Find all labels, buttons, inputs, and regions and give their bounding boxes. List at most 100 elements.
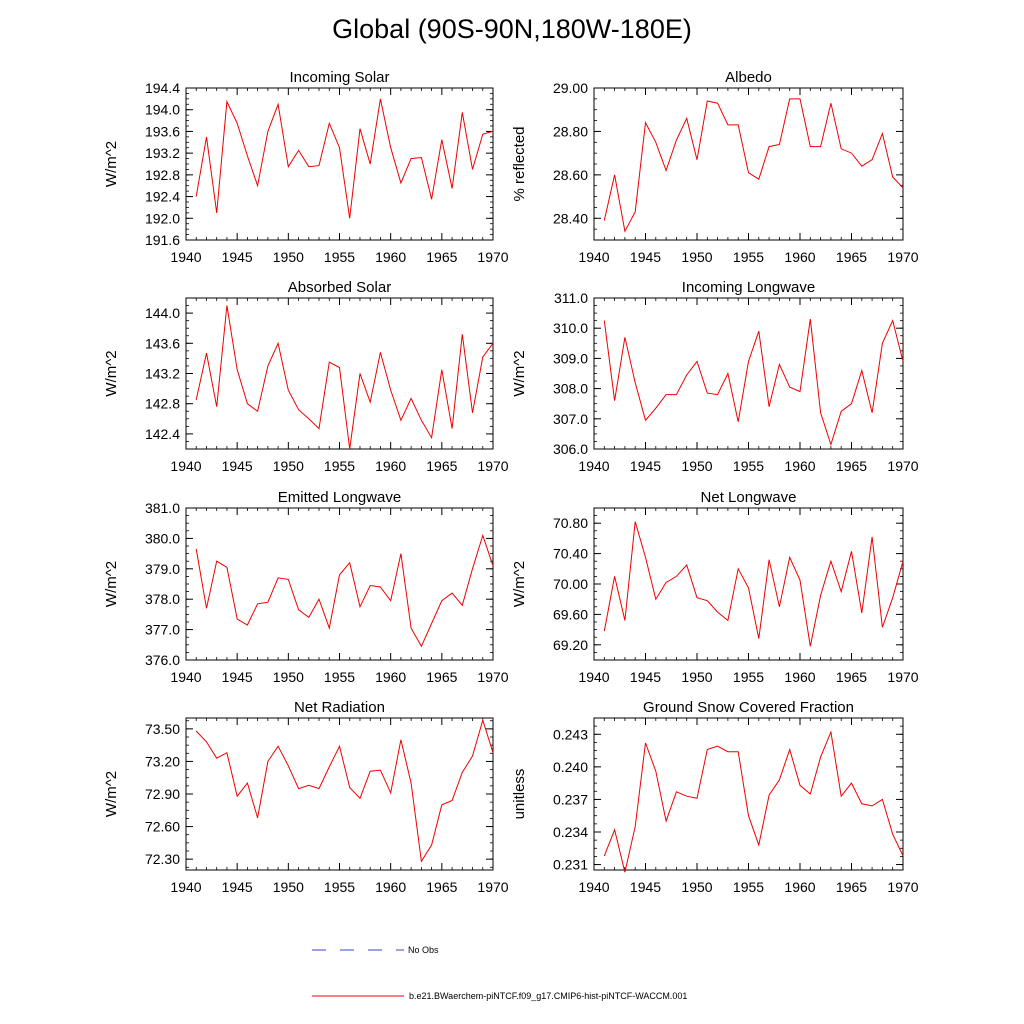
y-tick-label: 72.60	[145, 819, 180, 835]
x-tick-label: 1940	[578, 669, 609, 685]
x-tick-label: 1970	[477, 879, 508, 895]
panel-6: Net Longwave W/m^2 69.20 69.60 70.00 70.40 70.…	[511, 489, 919, 685]
y-tick-label: 0.243	[553, 726, 588, 742]
x-tick-label: 1945	[222, 249, 253, 265]
x-tick-label: 1960	[784, 879, 815, 895]
y-axis-label: % reflected	[511, 126, 528, 201]
y-tick-label: 70.80	[553, 515, 588, 531]
y-tick-label: 381.0	[145, 500, 180, 516]
panel-2: Albedo % reflected 28.40 28.60 28.80 29.00 194…	[511, 69, 919, 265]
legend-model-label: b.e21.BWaerchem-piNTCF.f09_g17.CMIP6-his…	[409, 991, 687, 1001]
y-tick-label: 142.8	[145, 396, 180, 412]
y-tick-label: 191.6	[145, 232, 180, 248]
y-tick-label: 142.4	[145, 426, 180, 442]
y-tick-label: 29.00	[553, 80, 588, 96]
y-tick-label: 0.234	[553, 824, 588, 840]
series-line	[603, 98, 904, 233]
x-tick-label: 1960	[375, 249, 406, 265]
x-tick-label: 1960	[375, 879, 406, 895]
x-tick-label: 1945	[630, 879, 661, 895]
series-line	[603, 521, 904, 647]
panel-title: Ground Snow Covered Fraction	[643, 699, 854, 716]
y-tick-label: 193.6	[145, 123, 180, 139]
panel-4: Incoming Longwave W/m^2 306.0 307.0 308.0 309…	[511, 279, 919, 474]
series-line	[195, 98, 494, 219]
y-tick-label: 69.60	[553, 606, 588, 622]
x-tick-label: 1945	[630, 669, 661, 685]
y-tick-label: 380.0	[145, 530, 180, 546]
x-tick-label: 1955	[733, 458, 764, 474]
x-tick-label: 1970	[887, 249, 918, 265]
panel-8: Ground Snow Covered Fraction unitless 0.23…	[511, 699, 919, 895]
panel-title: Net Longwave	[701, 489, 797, 506]
x-tick-label: 1955	[733, 249, 764, 265]
panel-5: Emitted Longwave W/m^2 376.0 377.0 378.0 379.…	[103, 489, 509, 685]
y-tick-label: 379.0	[145, 561, 180, 577]
plot-frame	[185, 297, 494, 450]
y-axis-label: W/m^2	[103, 141, 120, 187]
series-line	[195, 533, 494, 648]
series-line	[195, 718, 494, 863]
x-tick-label: 1950	[273, 669, 304, 685]
y-tick-label: 144.0	[145, 305, 180, 321]
x-tick-label: 1955	[733, 669, 764, 685]
y-tick-label: 309.0	[553, 350, 588, 366]
y-tick-label: 194.4	[145, 80, 180, 96]
y-tick-label: 194.0	[145, 102, 180, 118]
x-tick-label: 1960	[784, 249, 815, 265]
y-axis-label: W/m^2	[511, 350, 528, 396]
x-tick-label: 1965	[836, 669, 867, 685]
x-tick-label: 1955	[324, 879, 355, 895]
x-tick-label: 1950	[681, 458, 712, 474]
y-tick-label: 0.237	[553, 791, 588, 807]
y-tick-label: 70.00	[553, 576, 588, 592]
y-tick-label: 192.4	[145, 189, 180, 205]
x-tick-label: 1965	[836, 879, 867, 895]
x-tick-label: 1940	[170, 458, 201, 474]
y-tick-label: 306.0	[553, 441, 588, 457]
panel-title: Absorbed Solar	[288, 279, 391, 296]
x-tick-label: 1950	[273, 458, 304, 474]
panel-title: Emitted Longwave	[278, 489, 401, 506]
x-tick-label: 1945	[630, 458, 661, 474]
y-tick-label: 69.20	[553, 637, 588, 653]
x-tick-label: 1970	[477, 249, 508, 265]
x-tick-label: 1945	[222, 879, 253, 895]
panel-title: Albedo	[725, 69, 772, 86]
y-tick-label: 378.0	[145, 591, 180, 607]
y-axis-label: unitless	[511, 769, 528, 820]
y-tick-label: 192.0	[145, 210, 180, 226]
x-tick-label: 1970	[887, 879, 918, 895]
x-tick-label: 1950	[681, 879, 712, 895]
y-tick-label: 376.0	[145, 652, 180, 668]
plot-frame	[185, 717, 494, 871]
series-line	[195, 305, 494, 450]
x-tick-label: 1945	[222, 458, 253, 474]
y-tick-label: 193.2	[145, 145, 180, 161]
figure-title: Global (90S-90N,180W-180E)	[332, 14, 692, 44]
x-tick-label: 1970	[887, 458, 918, 474]
y-tick-label: 28.80	[553, 123, 588, 139]
plot-frame	[185, 507, 494, 661]
plot-frame	[593, 297, 904, 450]
x-tick-label: 1965	[836, 458, 867, 474]
x-tick-label: 1970	[477, 458, 508, 474]
x-tick-label: 1965	[426, 879, 457, 895]
panel-title: Incoming Solar	[289, 69, 389, 86]
x-tick-label: 1960	[375, 669, 406, 685]
x-tick-label: 1945	[630, 249, 661, 265]
y-tick-label: 73.20	[145, 753, 180, 769]
x-tick-label: 1940	[578, 249, 609, 265]
legend-obs-label: No Obs	[408, 945, 439, 955]
x-tick-label: 1945	[222, 669, 253, 685]
panel-1: Incoming Solar W/m^2 191.6 192.0 192.4 192.8 1…	[103, 69, 509, 265]
x-tick-label: 1960	[784, 669, 815, 685]
y-tick-label: 377.0	[145, 622, 180, 638]
x-tick-label: 1955	[324, 249, 355, 265]
y-tick-label: 0.231	[553, 857, 588, 873]
y-axis-label: W/m^2	[511, 561, 528, 607]
y-tick-label: 28.40	[553, 210, 588, 226]
x-tick-label: 1955	[733, 879, 764, 895]
y-tick-label: 73.50	[145, 721, 180, 737]
x-tick-label: 1940	[578, 879, 609, 895]
